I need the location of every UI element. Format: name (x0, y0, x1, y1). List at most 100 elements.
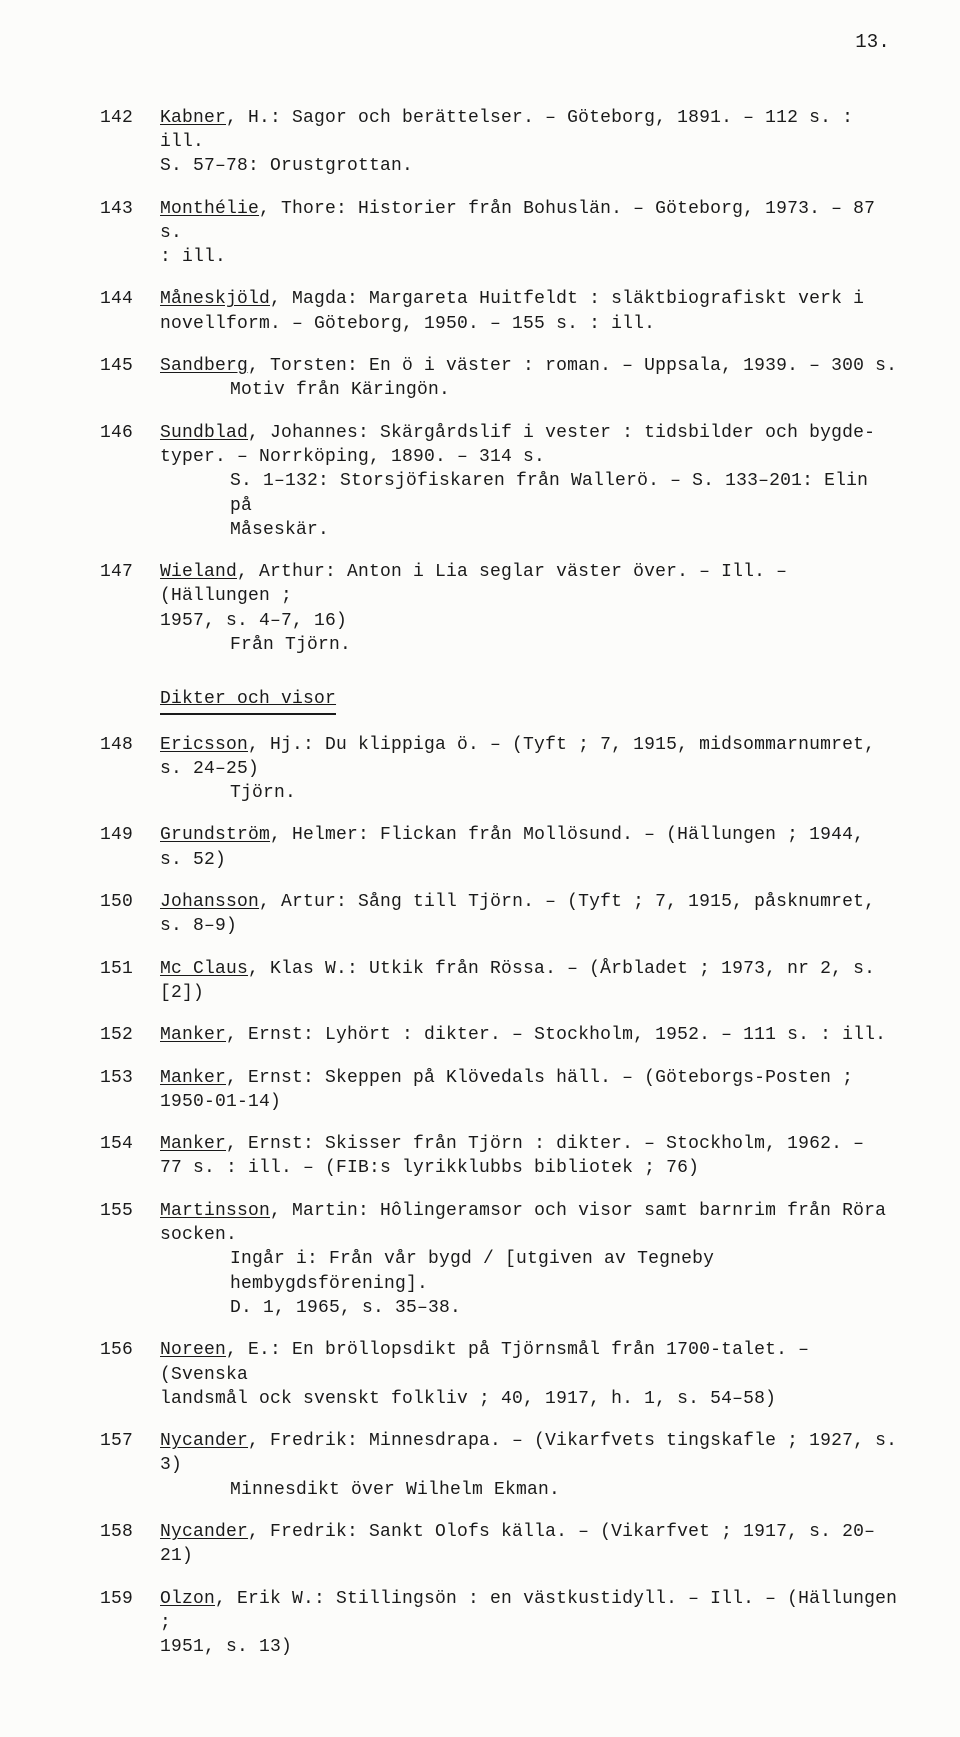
entry-note: S. 1–132: Storsjöfiskaren från Wallerö. … (160, 469, 900, 518)
bibliography-entry: 146Sundblad, Johannes: Skärgårdslif i ve… (100, 421, 900, 542)
bibliography-entry: 159Olzon, Erik W.: Stillingsön : en väst… (100, 1587, 900, 1660)
entry-continuation: S. 57–78: Orustgrottan. (160, 154, 900, 178)
entry-text: , Ernst: Lyhört : dikter. – Stockholm, 1… (226, 1025, 886, 1045)
entry-continuation: s. 8–9) (160, 914, 900, 938)
entry-note: D. 1, 1965, s. 35–38. (160, 1296, 900, 1320)
entry-body: Manker, Ernst: Skeppen på Klövedals häll… (160, 1066, 900, 1115)
bibliography-entry: 154Manker, Ernst: Skisser från Tjörn : d… (100, 1132, 900, 1181)
entry-continuation: landsmål ock svenskt folkliv ; 40, 1917,… (160, 1387, 900, 1411)
bibliography-entry: 153Manker, Ernst: Skeppen på Klövedals h… (100, 1066, 900, 1115)
entry-note: Från Tjörn. (160, 633, 900, 657)
bibliography-entry: 150Johansson, Artur: Sång till Tjörn. – … (100, 890, 900, 939)
section-heading: Dikter och visor (160, 687, 336, 714)
entry-number: 142 (100, 106, 160, 130)
entry-text: , Fredrik: Sankt Olofs källa. – (Vikarfv… (160, 1522, 875, 1566)
entry-author: Mc Claus (160, 959, 248, 979)
entry-author: Måneskjöld (160, 289, 270, 309)
entry-text: , Ernst: Skeppen på Klövedals häll. – (G… (226, 1068, 853, 1088)
bibliography-entry: 148Ericsson, Hj.: Du klippiga ö. – (Tyft… (100, 733, 900, 806)
entry-text: , Arthur: Anton i Lia seglar väster över… (160, 562, 787, 606)
entry-number: 144 (100, 287, 160, 311)
entry-body: Manker, Ernst: Lyhört : dikter. – Stockh… (160, 1023, 900, 1047)
entry-body: Nycander, Fredrik: Minnesdrapa. – (Vikar… (160, 1429, 900, 1502)
entry-body: Manker, Ernst: Skisser från Tjörn : dikt… (160, 1132, 900, 1181)
section-heading-row: Dikter och visor (100, 687, 900, 714)
entry-number: 146 (100, 421, 160, 445)
entry-author: Nycander (160, 1522, 248, 1542)
entry-body: Martinsson, Martin: Hôlingeramsor och vi… (160, 1199, 900, 1320)
entry-body: Sundblad, Johannes: Skärgårdslif i veste… (160, 421, 900, 542)
entry-body: Monthélie, Thore: Historier från Bohuslä… (160, 197, 900, 270)
entry-author: Olzon (160, 1589, 215, 1609)
entry-number: 159 (100, 1587, 160, 1611)
bibliography-entry: 143Monthélie, Thore: Historier från Bohu… (100, 197, 900, 270)
entry-continuation: s. 24–25) (160, 757, 900, 781)
entry-text: , Hj.: Du klippiga ö. – (Tyft ; 7, 1915,… (248, 735, 875, 755)
entry-author: Sundblad (160, 423, 248, 443)
entry-author: Sandberg (160, 356, 248, 376)
entry-author: Johansson (160, 892, 259, 912)
bibliography-entry: 147Wieland, Arthur: Anton i Lia seglar v… (100, 560, 900, 657)
entry-text: , Fredrik: Minnesdrapa. – (Vikarfvets ti… (160, 1431, 897, 1475)
entry-number: 153 (100, 1066, 160, 1090)
bibliography-entry: 158Nycander, Fredrik: Sankt Olofs källa.… (100, 1520, 900, 1569)
entry-author: Manker (160, 1025, 226, 1045)
entry-author: Nycander (160, 1431, 248, 1451)
entry-text: , Klas W.: Utkik från Rössa. – (Årbladet… (160, 959, 875, 1003)
page-number: 13. (100, 30, 900, 56)
entry-author: Wieland (160, 562, 237, 582)
entry-number: 158 (100, 1520, 160, 1544)
entry-continuation: socken. (160, 1223, 900, 1247)
bibliography-entry: 149Grundström, Helmer: Flickan från Moll… (100, 823, 900, 872)
entry-number: 148 (100, 733, 160, 757)
bibliography-entry: 156Noreen, E.: En bröllopsdikt på Tjörns… (100, 1338, 900, 1411)
entry-note: Motiv från Käringön. (160, 378, 900, 402)
entry-author: Kabner (160, 108, 226, 128)
entry-continuation: typer. – Norrköping, 1890. – 314 s. (160, 445, 900, 469)
entry-body: Wieland, Arthur: Anton i Lia seglar väst… (160, 560, 900, 657)
entry-text: , Ernst: Skisser från Tjörn : dikter. – … (226, 1134, 864, 1154)
entry-continuation: 77 s. : ill. – (FIB:s lyrikklubbs biblio… (160, 1156, 900, 1180)
entry-text: , Torsten: En ö i väster : roman. – Upps… (248, 356, 897, 376)
entry-number: 145 (100, 354, 160, 378)
entry-number: 155 (100, 1199, 160, 1223)
entry-text: , Thore: Historier från Bohuslän. – Göte… (160, 199, 875, 243)
entry-number: 154 (100, 1132, 160, 1156)
entry-note: Ingår i: Från vår bygd / [utgiven av Teg… (160, 1247, 900, 1296)
entry-number: 151 (100, 957, 160, 981)
entry-text: , Martin: Hôlingeramsor och visor samt b… (270, 1201, 886, 1221)
entry-body: Johansson, Artur: Sång till Tjörn. – (Ty… (160, 890, 900, 939)
entry-note: Måseskär. (160, 518, 900, 542)
bibliography-entry: 152Manker, Ernst: Lyhört : dikter. – Sto… (100, 1023, 900, 1047)
entry-number: 152 (100, 1023, 160, 1047)
entry-body: Ericsson, Hj.: Du klippiga ö. – (Tyft ; … (160, 733, 900, 806)
entry-author: Manker (160, 1134, 226, 1154)
bibliography-entry: 144Måneskjöld, Magda: Margareta Huitfeld… (100, 287, 900, 336)
entry-note: Minnesdikt över Wilhelm Ekman. (160, 1478, 900, 1502)
entry-continuation: novellform. – Göteborg, 1950. – 155 s. :… (160, 312, 900, 336)
entry-body: Noreen, E.: En bröllopsdikt på Tjörnsmål… (160, 1338, 900, 1411)
entry-author: Ericsson (160, 735, 248, 755)
entry-text: , E.: En bröllopsdikt på Tjörnsmål från … (160, 1340, 809, 1384)
entry-author: Manker (160, 1068, 226, 1088)
entry-number: 156 (100, 1338, 160, 1362)
entry-text: , Artur: Sång till Tjörn. – (Tyft ; 7, 1… (259, 892, 875, 912)
entry-body: Olzon, Erik W.: Stillingsön : en västkus… (160, 1587, 900, 1660)
entry-text: , Magda: Margareta Huitfeldt : släktbiog… (270, 289, 864, 309)
entry-continuation: 1950-01-14) (160, 1090, 900, 1114)
entry-body: Mc Claus, Klas W.: Utkik från Rössa. – (… (160, 957, 900, 1006)
entry-author: Martinsson (160, 1201, 270, 1221)
entry-body: Sandberg, Torsten: En ö i väster : roman… (160, 354, 900, 403)
bibliography-entry: 157Nycander, Fredrik: Minnesdrapa. – (Vi… (100, 1429, 900, 1502)
entry-note: Tjörn. (160, 781, 900, 805)
entry-continuation: : ill. (160, 245, 900, 269)
entry-continuation: 1951, s. 13) (160, 1635, 900, 1659)
entry-body: Kabner, H.: Sagor och berättelser. – Göt… (160, 106, 900, 179)
entry-author: Grundström (160, 825, 270, 845)
bibliography-entry: 142Kabner, H.: Sagor och berättelser. – … (100, 106, 900, 179)
entry-number: 149 (100, 823, 160, 847)
bibliography-list-2: 148Ericsson, Hj.: Du klippiga ö. – (Tyft… (100, 733, 900, 1660)
bibliography-entry: 155Martinsson, Martin: Hôlingeramsor och… (100, 1199, 900, 1320)
entry-author: Monthélie (160, 199, 259, 219)
bibliography-entry: 145Sandberg, Torsten: En ö i väster : ro… (100, 354, 900, 403)
